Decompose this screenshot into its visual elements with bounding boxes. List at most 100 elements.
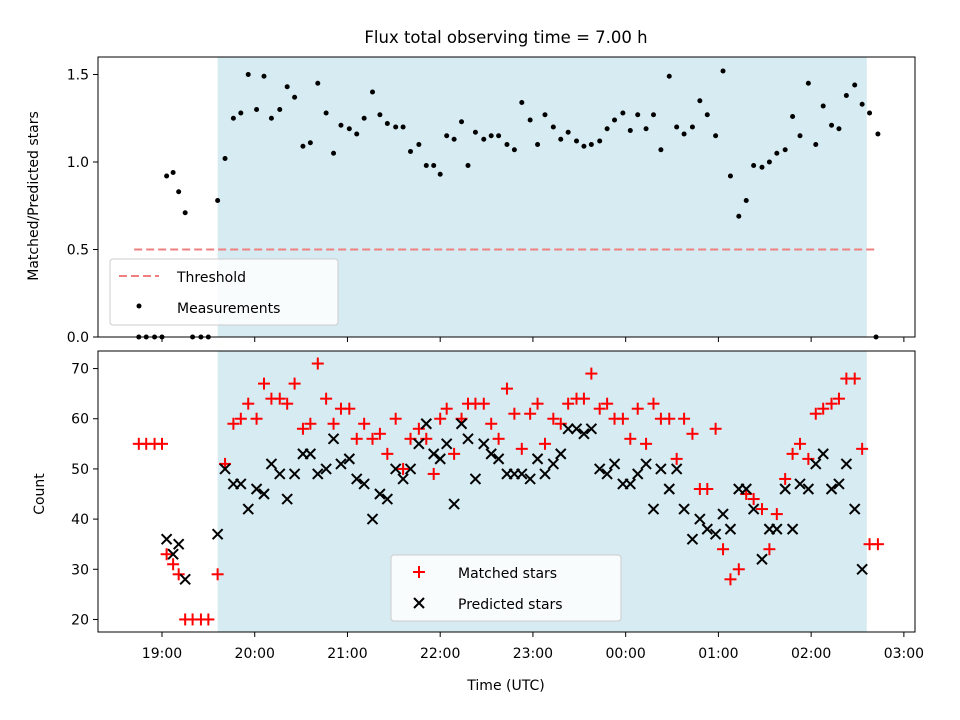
- measurement-point: [627, 128, 633, 133]
- matched-stars-point: [202, 613, 215, 626]
- matched-stars-point: [172, 568, 185, 581]
- predicted-stars-point: [327, 433, 340, 445]
- predicted-stars-point: [211, 528, 224, 540]
- measurement-point: [488, 133, 494, 139]
- matched-stars-point: [871, 538, 884, 551]
- matched-stars-point: [802, 452, 815, 465]
- matched-legend-label: Matched stars: [458, 566, 557, 582]
- measurement-point: [535, 142, 541, 147]
- matched-stars-point: [601, 397, 614, 410]
- measurement-point: [472, 129, 478, 135]
- predicted-stars-point: [756, 553, 768, 565]
- matched-stars-point: [242, 397, 255, 410]
- predicted-stars-point: [647, 503, 660, 515]
- predicted-stars-point: [250, 483, 263, 495]
- y-tick-label: 70: [71, 362, 89, 378]
- predicted-stars-point: [469, 473, 482, 485]
- predicted-stars-point: [440, 438, 453, 450]
- ratio-legend-box: [109, 258, 339, 326]
- predicted-stars-point: [312, 468, 324, 480]
- y-tick-label: 1.0: [67, 155, 89, 171]
- measurement-point: [261, 73, 267, 79]
- y-tick-label: 0.0: [67, 330, 89, 346]
- matched-stars-point: [848, 372, 861, 385]
- measurement-point: [635, 112, 641, 118]
- measurement-point: [574, 138, 580, 144]
- predicted-stars-point: [593, 463, 606, 475]
- matched-stars-point: [508, 407, 521, 420]
- predicted-stars-point: [358, 478, 370, 490]
- measurement-point: [713, 133, 719, 139]
- predicted-stars-point: [404, 463, 417, 475]
- measurements-legend-swatch: [136, 303, 142, 309]
- measurement-point: [736, 213, 742, 219]
- matched-stars-point: [670, 452, 683, 465]
- measurement-point: [805, 80, 811, 86]
- measurement-point: [393, 124, 399, 130]
- matched-stars-point: [817, 402, 830, 415]
- matched-stars-point: [320, 392, 333, 405]
- measurement-point: [774, 150, 780, 156]
- measurement-point: [820, 103, 826, 109]
- measurement-point: [581, 143, 587, 149]
- measurement-point: [416, 142, 422, 147]
- predicted-stars-point: [381, 493, 394, 505]
- measurement-point: [423, 163, 429, 168]
- predicted-stars-point: [810, 458, 822, 470]
- matched-stars-point: [770, 508, 783, 521]
- count-legend-box: [390, 554, 622, 622]
- measurement-point: [867, 110, 873, 116]
- measurement-point: [277, 107, 283, 112]
- matched-stars-point: [562, 397, 575, 410]
- matched-stars-point: [211, 568, 224, 581]
- matched-stars-point: [709, 422, 722, 435]
- measurement-point: [254, 107, 260, 112]
- matched-stars-point: [763, 543, 776, 556]
- matched-stars-point: [477, 397, 490, 410]
- measurement-point: [369, 89, 375, 95]
- matched-stars-point: [856, 442, 869, 455]
- measurement-point: [689, 124, 695, 130]
- matched-stars-point: [343, 402, 356, 415]
- predicted-stars-point: [462, 433, 474, 445]
- y-tick-label: 20: [71, 612, 89, 628]
- measurement-point: [558, 136, 564, 142]
- predicted-stars-point: [397, 473, 409, 485]
- predicted-stars-point: [786, 523, 799, 535]
- measurement-point: [230, 115, 236, 121]
- predicted-stars-point: [632, 468, 644, 480]
- matched-stars-point: [234, 412, 247, 425]
- matched-stars-point: [577, 392, 590, 405]
- ratio-panel: 0.0 0.5 1.0 1.5 Matched/Predicted stars Thr…: [26, 56, 916, 346]
- measurement-point: [222, 156, 228, 161]
- y-tick-label: 60: [71, 412, 89, 428]
- matched-stars-point: [678, 412, 691, 425]
- count-legend: Matched stars Predicted stars: [390, 554, 622, 622]
- predicted-stars-point: [219, 463, 231, 475]
- predicted-stars-point: [802, 483, 815, 495]
- matched-legend-swatch: [413, 566, 425, 578]
- ratio-ylabel: Matched/Predicted stars: [26, 111, 42, 281]
- predicted-stars-point: [320, 463, 332, 475]
- matched-stars-point: [663, 412, 676, 425]
- measurement-point: [666, 73, 672, 79]
- measurement-point: [459, 119, 465, 125]
- predicted-stars-point: [547, 458, 560, 470]
- predicted-stars-point: [608, 458, 621, 470]
- measurement-point: [813, 142, 819, 147]
- predicted-stars-point: [366, 513, 379, 525]
- matched-stars-point: [350, 432, 363, 445]
- predicted-stars-point: [724, 523, 737, 535]
- predicted-stars-point: [374, 488, 386, 500]
- matched-stars-point: [794, 437, 807, 450]
- measurement-point: [323, 110, 329, 116]
- matched-stars-point: [448, 447, 461, 460]
- measurement-point: [300, 143, 306, 149]
- matched-stars-point: [358, 417, 371, 430]
- matched-stars-point: [288, 377, 301, 390]
- measurement-point: [268, 115, 274, 121]
- measurement-point: [496, 133, 502, 139]
- x-tick-label: 00:00: [605, 646, 645, 662]
- measurement-point: [238, 110, 244, 116]
- matched-stars-point: [500, 382, 513, 395]
